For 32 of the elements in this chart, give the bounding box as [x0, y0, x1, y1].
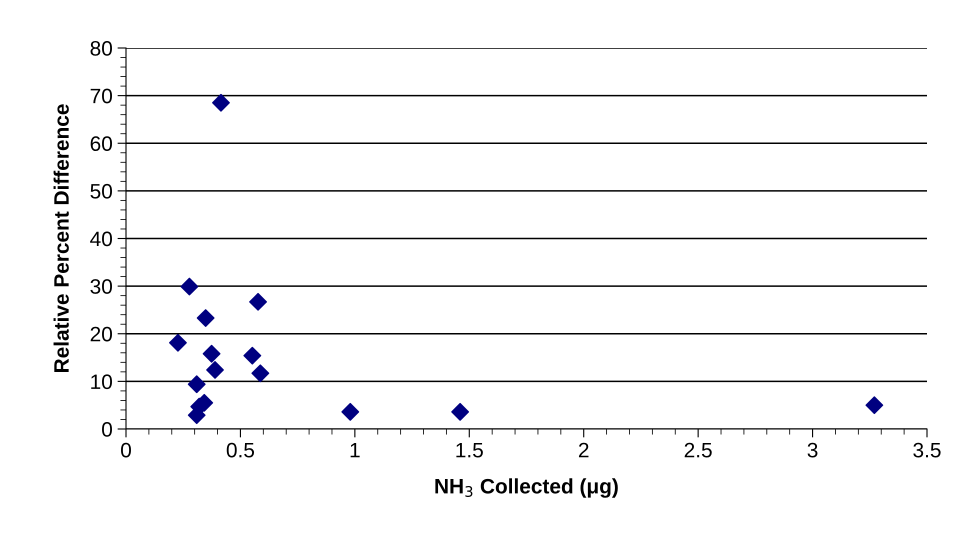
- x-tick-label: 2: [578, 442, 588, 458]
- point: [196, 309, 215, 327]
- point: [202, 344, 221, 363]
- x-tick-label: 0.5: [226, 442, 254, 458]
- point: [206, 361, 224, 379]
- point: [251, 364, 270, 382]
- x-tick-label: 3.5: [913, 442, 941, 458]
- y-tick-label: 10: [91, 374, 112, 390]
- y-tick-label: 40: [90, 232, 112, 246]
- x-tick-label: 2.5: [684, 442, 712, 458]
- y-axis-title: Relative Percent Difference: [54, 104, 69, 372]
- x-tick-label: 1: [350, 442, 360, 458]
- x-tick-label: 3: [808, 442, 818, 458]
- point: [865, 396, 884, 414]
- point: [180, 278, 198, 296]
- point: [451, 402, 470, 421]
- x-axis-title: NH$_{3}$ Collected (μg): [435, 478, 618, 498]
- y-tick-label: 30: [90, 279, 112, 294]
- y-tick-label: 0: [102, 422, 112, 437]
- y-tick-label: 60: [90, 136, 112, 152]
- y-tick-label: 80: [90, 41, 112, 56]
- point: [188, 375, 206, 394]
- y-tick-label: 50: [90, 184, 112, 199]
- point: [243, 346, 262, 365]
- x-tick-label: 0: [121, 442, 131, 458]
- point: [341, 402, 360, 421]
- point: [212, 94, 230, 112]
- y-tick-label: 20: [90, 326, 112, 342]
- point: [169, 334, 187, 352]
- y-tick-label: 70: [90, 88, 112, 104]
- x-tick-label: 1.5: [456, 442, 483, 458]
- point: [249, 292, 267, 311]
